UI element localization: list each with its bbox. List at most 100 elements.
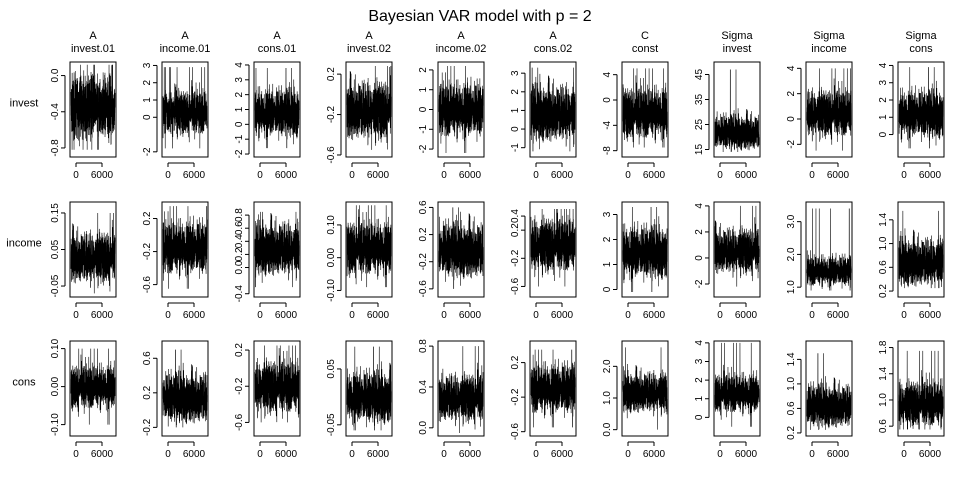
y-tick-label: 1 xyxy=(234,106,245,112)
y-tick-label: 0.2 xyxy=(234,247,245,261)
column-header-group: A xyxy=(89,30,97,42)
y-tick-label: 0 xyxy=(878,131,889,137)
y-tick-label: -8 xyxy=(602,146,613,155)
y-tick-label: 0.2 xyxy=(418,227,429,241)
panel-invest-A-invest.02: -0.6 -0.2 0.2 0 6000 xyxy=(326,61,393,181)
panel-frame xyxy=(805,201,853,298)
y-tick-label: 15 xyxy=(694,144,705,156)
panel-frame xyxy=(897,201,945,298)
y-tick-label: 25 xyxy=(694,119,705,131)
y-tick-label: 3.0 xyxy=(786,214,797,228)
x-tick-label: 0 xyxy=(809,310,815,321)
y-tick-label: -0.2 xyxy=(510,388,521,406)
y-tick-label: 0.8 xyxy=(234,208,245,222)
trace-line xyxy=(898,67,944,149)
x-tick-label: 0 xyxy=(625,449,631,460)
x-tick-label: 0 xyxy=(441,449,447,460)
panel-frame xyxy=(69,61,117,158)
y-tick-label: 0.00 xyxy=(326,248,337,268)
panel-income-A-invest.02: -0.10 0.00 0.10 0 6000 xyxy=(326,201,393,321)
y-tick-label: 0.0 xyxy=(50,68,61,82)
panel-invest-A-cons.02: -1 0 1 2 3 0 6000 xyxy=(510,61,577,181)
panel-invest-A-invest.01: -0.8 -0.4 0.0 0 6000 xyxy=(50,61,117,181)
trace-line xyxy=(622,68,668,148)
x-tick-label: 6000 xyxy=(367,310,390,321)
y-tick-label: 1.0 xyxy=(878,236,889,250)
y-tick-label: 0.0 xyxy=(602,422,613,436)
column-header-group: Sigma xyxy=(905,30,937,42)
y-tick-label: 2 xyxy=(510,89,521,95)
y-tick-label: -0.6 xyxy=(510,423,521,441)
trace-line xyxy=(162,349,208,428)
y-tick-label: 1 xyxy=(418,86,429,92)
x-tick-label: 6000 xyxy=(91,310,114,321)
column-header-group: Sigma xyxy=(813,30,845,42)
trace-line xyxy=(254,211,300,288)
y-tick-label: 1.4 xyxy=(878,212,889,226)
trace-line xyxy=(806,208,852,291)
panel-invest-A-income.02: -2 -1 0 1 2 0 6000 xyxy=(418,61,485,181)
x-tick-label: 0 xyxy=(441,310,447,321)
panel-frame xyxy=(345,340,393,437)
row-label-cons: cons xyxy=(12,377,36,389)
y-tick-label: -0.10 xyxy=(326,279,337,302)
y-tick-label: 0 xyxy=(234,121,245,127)
panel-income-Sigma-income: 1.0 2.0 3.0 0 6000 xyxy=(786,201,853,321)
column-header-group: A xyxy=(273,30,281,42)
column-header-group: Sigma xyxy=(721,30,753,42)
x-tick-label: 0 xyxy=(349,449,355,460)
column-header-group: A xyxy=(457,30,465,42)
y-tick-label: 1.0 xyxy=(786,280,797,294)
y-tick-label: 0.4 xyxy=(418,380,429,394)
trace-line xyxy=(438,65,484,154)
y-tick-label: 0.2 xyxy=(142,385,153,399)
panel-income-Sigma-invest: -2 0 2 4 0 6000 xyxy=(694,201,761,321)
x-tick-label: 6000 xyxy=(459,449,482,460)
x-tick-label: 0 xyxy=(901,170,907,181)
x-tick-label: 6000 xyxy=(183,449,206,460)
y-tick-label: -0.10 xyxy=(50,413,61,436)
y-tick-label: 2 xyxy=(694,229,705,235)
column-header-name: income.01 xyxy=(160,43,211,55)
column-headers: Ainvest.01Aincome.01Acons.01Ainvest.02Ai… xyxy=(71,30,937,55)
panel-invest-Sigma-income: -2 0 2 4 0 6000 xyxy=(786,61,853,181)
panel-frame xyxy=(713,201,761,298)
y-tick-label: 35 xyxy=(694,94,705,106)
trace-line xyxy=(254,67,300,149)
y-tick-label: 0.0 xyxy=(234,260,245,274)
y-tick-label: -1 xyxy=(234,134,245,143)
y-tick-label: 0.8 xyxy=(418,339,429,353)
y-tick-label: 4 xyxy=(694,340,705,346)
y-tick-label: 0 xyxy=(142,114,153,120)
x-tick-label: 0 xyxy=(165,449,171,460)
y-tick-label: 3 xyxy=(142,62,153,68)
y-tick-label: -0.6 xyxy=(510,277,521,295)
y-tick-label: 0.6 xyxy=(878,260,889,274)
y-tick-label: 0.2 xyxy=(326,67,337,81)
column-header-name: cons.02 xyxy=(534,43,573,55)
x-tick-label: 0 xyxy=(165,170,171,181)
y-tick-label: 0.2 xyxy=(878,284,889,298)
x-tick-label: 6000 xyxy=(275,310,298,321)
x-tick-label: 6000 xyxy=(827,449,850,460)
column-header-group: A xyxy=(365,30,373,42)
trace-line xyxy=(346,346,392,431)
y-tick-label: 0.2 xyxy=(142,211,153,225)
y-tick-label: -2 xyxy=(142,147,153,156)
trace-line xyxy=(438,346,484,433)
y-tick-label: 1 xyxy=(602,261,613,267)
y-tick-label: 3 xyxy=(878,80,889,86)
y-tick-label: 1 xyxy=(142,97,153,103)
x-tick-label: 6000 xyxy=(551,310,574,321)
x-tick-label: 6000 xyxy=(919,170,942,181)
x-tick-label: 6000 xyxy=(643,170,666,181)
y-tick-label: 0.15 xyxy=(50,203,61,223)
column-header-name: const xyxy=(632,43,658,55)
y-tick-label: 0.05 xyxy=(50,239,61,259)
y-tick-label: 0.2 xyxy=(510,223,521,237)
y-tick-label: -1 xyxy=(510,143,521,152)
y-tick-label: 1.0 xyxy=(602,391,613,405)
panel-frame xyxy=(621,201,669,298)
y-tick-label: 3 xyxy=(694,358,705,364)
